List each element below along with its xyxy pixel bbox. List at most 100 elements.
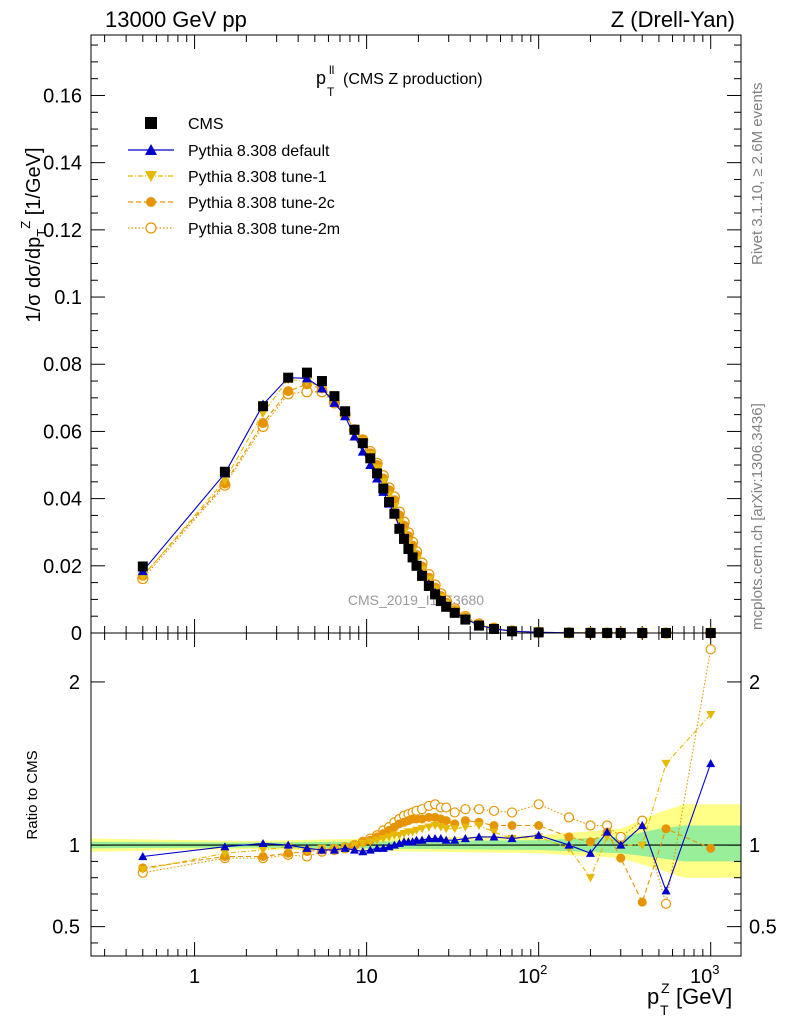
y-tick-label: 0.14	[43, 153, 82, 175]
point-pythia-8-308-default	[637, 820, 647, 830]
ratio-y-axis: 0.5 0.5 1 1 2 2	[52, 672, 777, 944]
y-tick-label: 0.12	[43, 220, 82, 242]
x-tick-label: 1	[189, 966, 200, 988]
point-cms	[357, 438, 368, 449]
point-cms	[378, 483, 389, 494]
point-cms	[407, 552, 418, 563]
point-pythia-8-308-default	[417, 835, 427, 844]
point-pythia-8-308-default	[474, 832, 484, 841]
x-tick-label: 10	[355, 966, 377, 988]
rivet-label: Rivet 3.1.10, ≥ 2.6M events	[749, 83, 766, 266]
svg-text:T: T	[660, 1002, 669, 1018]
y-tick-label: 0.06	[43, 421, 82, 443]
point-pythia-8-308-tune-2c	[507, 820, 517, 830]
ratio-xlabel: p T Z [GeV]	[647, 980, 732, 1018]
watermark: CMS_2019_I1753680	[348, 592, 484, 608]
y-tick-label-right: 2	[749, 672, 760, 694]
ratio-data-marks	[137, 644, 716, 909]
point-pythia-8-308-tune-1	[412, 826, 422, 835]
point-cms	[301, 367, 312, 378]
ratio-ylabel: Ratio to CMS	[24, 750, 41, 839]
ratio-panel	[90, 632, 742, 957]
point-cms	[219, 466, 230, 477]
x-tick-label: 103	[690, 962, 719, 988]
header-left: 13000 GeV pp	[105, 7, 247, 32]
point-pythia-8-308-default	[424, 834, 434, 843]
point-pythia-8-308-tune-1	[417, 825, 427, 834]
point-cms	[340, 406, 351, 417]
point-pythia-8-308-default	[365, 460, 376, 470]
point-pythia-8-308-tune-2c	[258, 418, 269, 429]
point-pythia-8-308-tune-2m	[460, 804, 471, 815]
mcplots-label: mcplots.cern.ch [arXiv:1306.3436]	[749, 403, 766, 630]
point-pythia-8-308-tune-1	[378, 477, 389, 487]
point-pythia-8-308-tune-1	[450, 825, 460, 834]
y-tick-label: 0.04	[43, 489, 82, 511]
y-tick-label: 0.16	[43, 85, 82, 107]
point-pythia-8-308-default	[301, 373, 312, 383]
point-cms	[411, 560, 422, 571]
point-pythia-8-308-tune-2m	[488, 805, 500, 816]
point-pythia-8-308-default	[302, 843, 312, 852]
point-pythia-8-308-default	[340, 843, 350, 852]
point-pythia-8-308-tune-2c	[460, 816, 470, 826]
point-cms	[449, 607, 460, 618]
point-pythia-8-308-tune-1	[460, 823, 470, 832]
ratio-x-axis: 1 10 102 103	[104, 633, 719, 988]
point-pythia-8-308-tune-2c	[706, 843, 716, 853]
point-pythia-8-308-default	[585, 848, 595, 857]
plot-title: p ll T (CMS Z production)	[316, 63, 483, 99]
point-cms	[316, 376, 327, 387]
svg-text:T: T	[327, 85, 335, 99]
point-pythia-8-308-default	[138, 851, 148, 861]
legend-label-default: Pythia 8.308 default	[188, 143, 330, 160]
point-cms	[417, 570, 428, 581]
point-pythia-8-308-default	[258, 838, 268, 848]
legend-marker-tune2c	[146, 197, 156, 207]
point-pythia-8-308-tune-2c	[424, 812, 434, 822]
point-pythia-8-308-tune-1	[585, 874, 595, 883]
point-cms	[423, 580, 434, 591]
point-pythia-8-308-tune-2c	[564, 832, 574, 842]
point-pythia-8-308-tune-1	[637, 841, 647, 850]
point-pythia-8-308-tune-2c	[258, 851, 268, 861]
point-cms	[488, 623, 499, 634]
point-cms	[507, 626, 518, 637]
point-pythia-8-308-default	[316, 383, 327, 393]
series-line-pythia-8-308-tune-1	[142, 714, 712, 879]
point-pythia-8-308-tune-1	[384, 833, 394, 842]
point-cms	[349, 424, 360, 435]
point-pythia-8-308-tune-2m	[660, 898, 672, 909]
legend-marker-tune1	[145, 171, 157, 182]
point-cms	[372, 468, 383, 479]
point-pythia-8-308-tune-1	[441, 825, 451, 834]
point-cms	[399, 533, 410, 544]
legend-label-tune2m: Pythia 8.308 tune-2m	[188, 221, 340, 238]
point-cms	[389, 508, 400, 519]
header-right: Z (Drell-Yan)	[611, 7, 735, 32]
point-cms	[258, 401, 269, 412]
point-pythia-8-308-tune-2m	[585, 820, 596, 831]
point-pythia-8-308-default	[661, 886, 671, 895]
point-pythia-8-308-tune-1	[258, 846, 268, 855]
y-tick-label: 0.1	[54, 287, 82, 309]
point-pythia-8-308-default	[349, 845, 359, 854]
point-pythia-8-308-tune-2m	[441, 802, 452, 813]
svg-text:(CMS Z production): (CMS Z production)	[343, 71, 483, 88]
point-pythia-8-308-default	[329, 845, 339, 854]
legend-label-tune1: Pythia 8.308 tune-1	[188, 169, 327, 186]
point-pythia-8-308-default	[436, 834, 446, 843]
point-pythia-8-308-tune-1	[372, 836, 382, 845]
point-pythia-8-308-default	[460, 834, 470, 843]
point-pythia-8-308-tune-1	[424, 823, 434, 832]
point-pythia-8-308-tune-2c	[441, 816, 451, 826]
y-tick-label: 0.02	[43, 556, 82, 578]
point-pythia-8-308-tune-2m	[533, 799, 544, 810]
point-pythia-8-308-tune-2c	[283, 848, 293, 858]
series-line-pythia-8-308-tune-2m	[142, 649, 712, 904]
point-cms	[365, 453, 376, 464]
point-cms	[283, 372, 294, 383]
legend-marker-cms	[145, 117, 157, 129]
point-pythia-8-308-tune-1	[219, 476, 230, 486]
